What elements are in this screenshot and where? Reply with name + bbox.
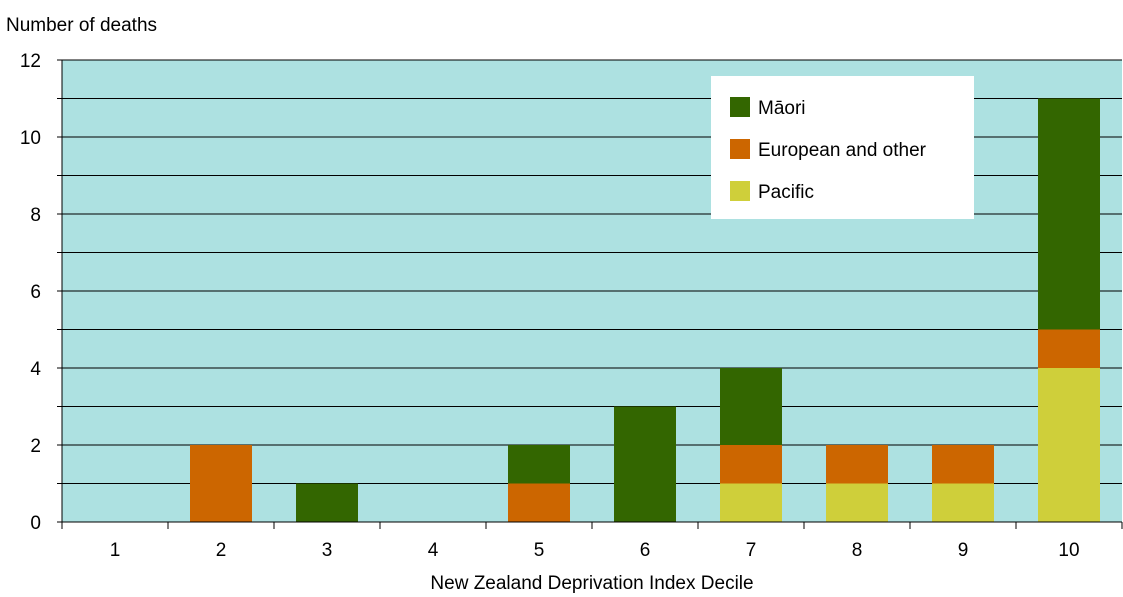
bar-segment — [826, 445, 888, 484]
y-tick-label: 10 — [20, 128, 41, 149]
y-axis-title: Number of deaths — [6, 15, 157, 36]
y-tick-label: 0 — [30, 513, 41, 534]
bar-segment — [1038, 329, 1100, 368]
y-tick-label: 12 — [20, 51, 41, 72]
x-tick-label: 5 — [534, 540, 545, 561]
x-tick-label: 2 — [216, 540, 227, 561]
axes — [57, 59, 1123, 529]
bars — [190, 98, 1100, 522]
legend-label: Pacific — [758, 182, 814, 203]
legend-box — [711, 76, 974, 219]
legend: Māori European and other Pacific — [711, 76, 974, 219]
bar-segment — [190, 445, 252, 522]
x-tick-labels: 1 2 3 4 5 6 7 8 9 10 — [110, 540, 1080, 561]
legend-label: European and other — [758, 140, 927, 161]
bar-segment — [614, 406, 676, 522]
bar-segment — [508, 445, 570, 484]
legend-swatch — [730, 139, 750, 159]
bar-segment — [296, 483, 358, 522]
legend-swatch — [730, 97, 750, 117]
legend-label: Māori — [758, 98, 806, 119]
x-tick-label: 7 — [746, 540, 757, 561]
bar-segment — [826, 483, 888, 522]
bar-segment — [720, 483, 782, 522]
x-axis-title: New Zealand Deprivation Index Decile — [430, 573, 753, 594]
x-tick-label: 6 — [640, 540, 651, 561]
y-tick-label: 6 — [30, 282, 41, 303]
y-tick-label: 8 — [30, 205, 41, 226]
x-tick-label: 10 — [1058, 540, 1079, 561]
y-tick-label: 2 — [30, 436, 41, 457]
bar-segment — [720, 368, 782, 445]
x-tick-label: 1 — [110, 540, 121, 561]
y-tick-label: 4 — [30, 359, 41, 380]
bar-segment — [508, 483, 570, 522]
y-tick-labels: 0 2 4 6 8 10 12 — [20, 51, 42, 534]
x-tick-label: 8 — [852, 540, 863, 561]
bar-segment — [720, 445, 782, 484]
bar-segment — [932, 483, 994, 522]
bar-segment — [932, 445, 994, 484]
legend-swatch — [730, 181, 750, 201]
x-tick-label: 3 — [322, 540, 333, 561]
bar-segment — [1038, 98, 1100, 330]
bar-segment — [1038, 368, 1100, 522]
x-tick-label: 9 — [958, 540, 969, 561]
x-tick-label: 4 — [428, 540, 439, 561]
